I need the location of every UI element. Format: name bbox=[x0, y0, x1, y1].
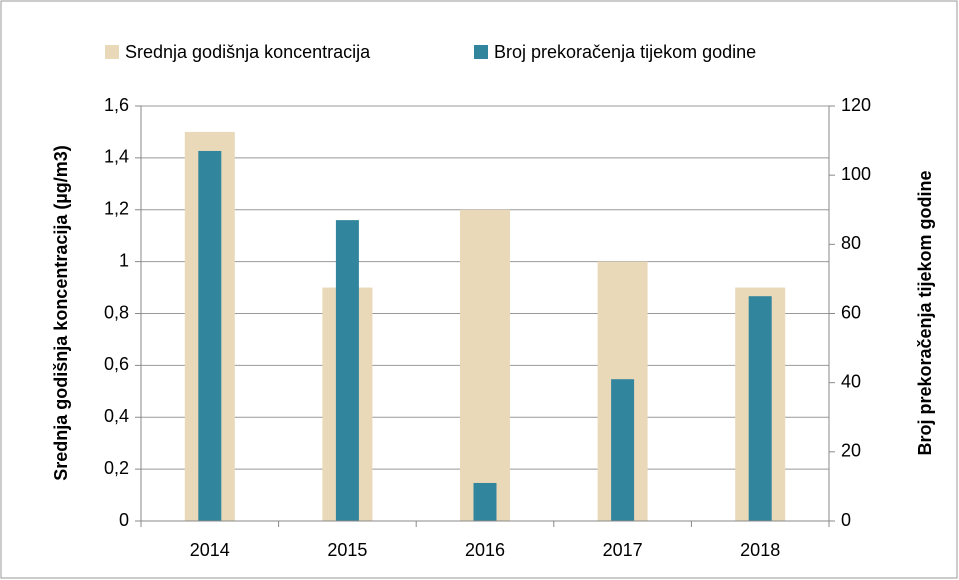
y-tick-label: 1,4 bbox=[104, 147, 129, 167]
y2-tick-label: 20 bbox=[841, 441, 861, 461]
y2-tick-label: 80 bbox=[841, 233, 861, 253]
y2-axis-title: Broj prekoračenja tijekom godine bbox=[915, 170, 935, 455]
bar bbox=[335, 220, 359, 521]
y2-tick-label: 40 bbox=[841, 371, 861, 391]
bar bbox=[473, 482, 497, 521]
x-tick-label: 2015 bbox=[327, 540, 367, 560]
y2-tick-label: 0 bbox=[841, 510, 851, 530]
bar bbox=[460, 209, 510, 521]
legend-swatch bbox=[474, 45, 488, 59]
x-tick-label: 2014 bbox=[190, 540, 230, 560]
y-tick-label: 1,6 bbox=[104, 95, 129, 115]
y2-tick-label: 60 bbox=[841, 302, 861, 322]
bar bbox=[748, 296, 772, 521]
y-tick-label: 0,8 bbox=[104, 302, 129, 322]
x-tick-label: 2016 bbox=[465, 540, 505, 560]
y-tick-label: 1,2 bbox=[104, 199, 129, 219]
bar bbox=[198, 150, 222, 522]
x-tick-label: 2017 bbox=[603, 540, 643, 560]
y2-tick-label: 120 bbox=[841, 95, 871, 115]
y-tick-label: 0,2 bbox=[104, 458, 129, 478]
y2-tick-label: 100 bbox=[841, 164, 871, 184]
bar bbox=[611, 379, 635, 521]
y-axis-title: Srednja godišnja koncentracija (µg/m3) bbox=[51, 145, 71, 480]
x-tick-label: 2018 bbox=[740, 540, 780, 560]
legend-label: Srednja godišnja koncentracija bbox=[125, 42, 371, 62]
y-tick-label: 0,6 bbox=[104, 354, 129, 374]
legend-label: Broj prekoračenja tijekom godine bbox=[494, 42, 756, 62]
y-tick-label: 1 bbox=[119, 250, 129, 270]
y-tick-label: 0,4 bbox=[104, 406, 129, 426]
y-tick-label: 0 bbox=[119, 510, 129, 530]
legend-swatch bbox=[105, 45, 119, 59]
